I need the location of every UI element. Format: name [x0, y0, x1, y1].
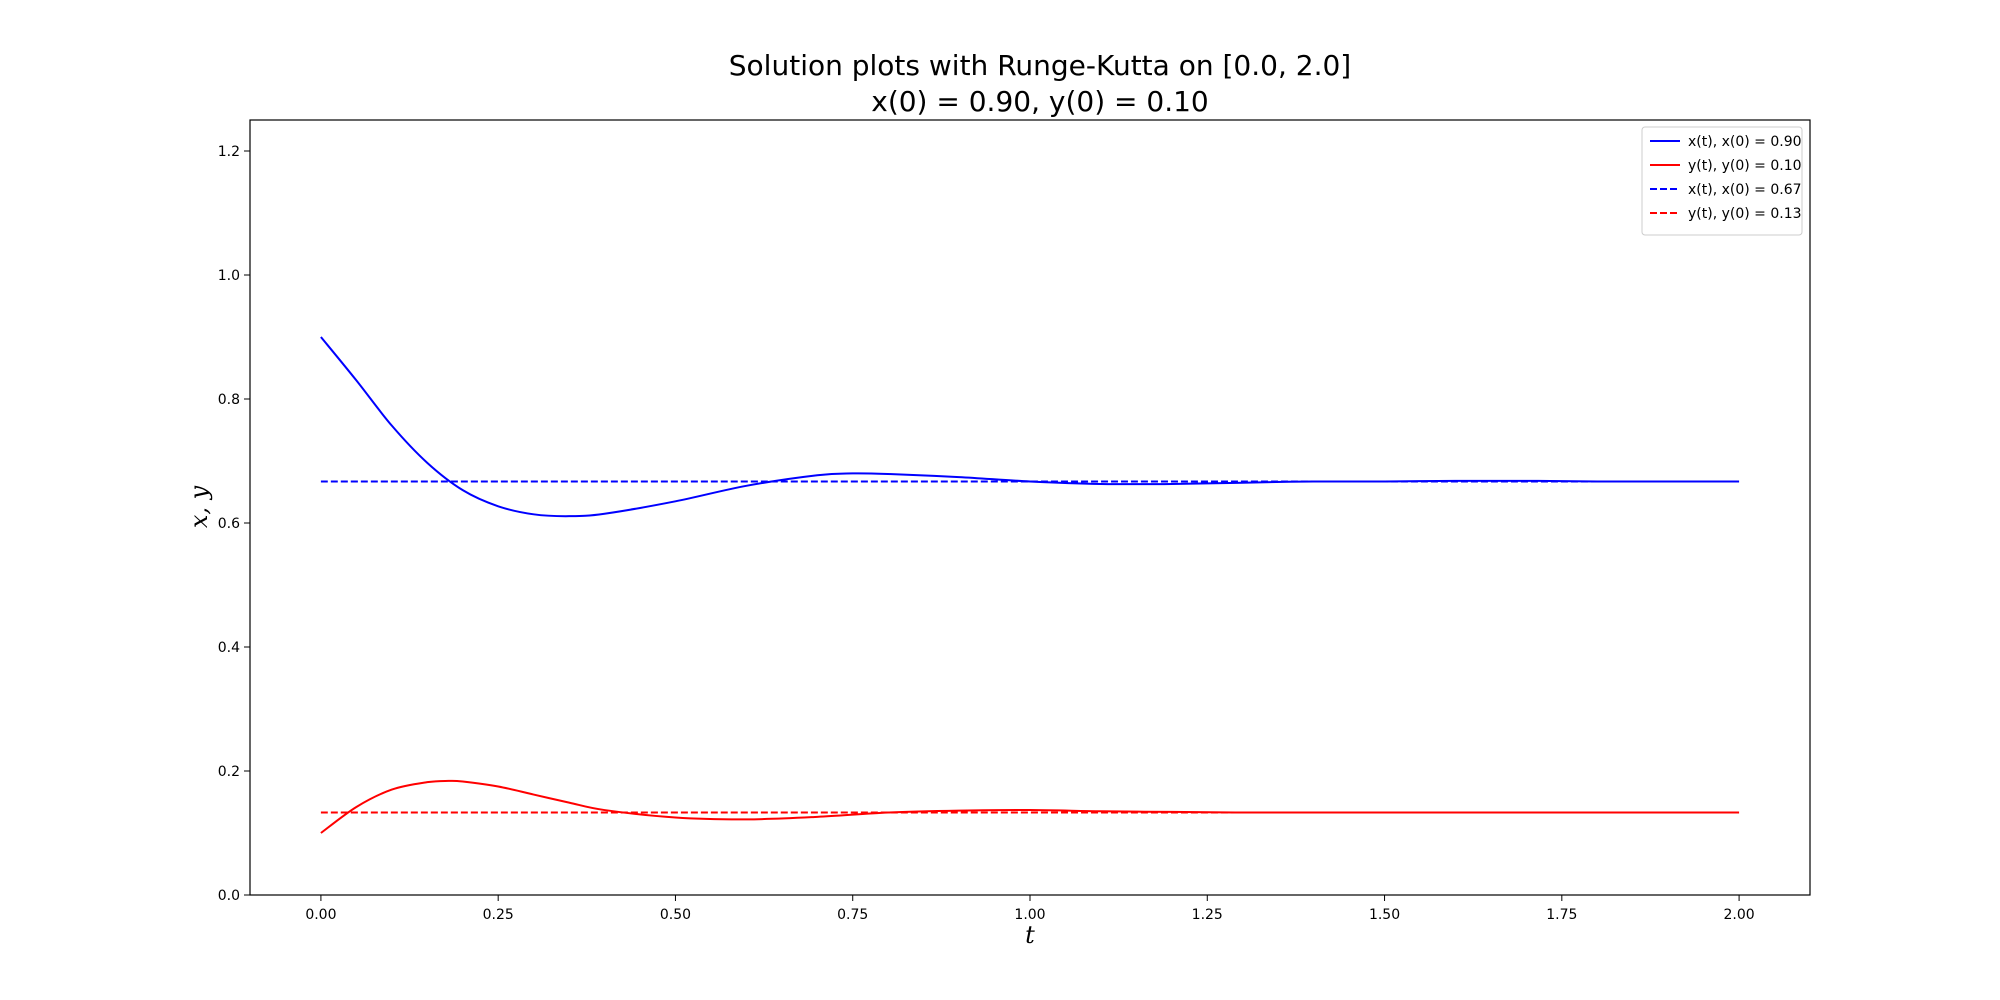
- chart-subtitle: x(0) = 0.90, y(0) = 0.10: [871, 85, 1208, 118]
- legend: x(t), x(0) = 0.90 y(t), y(0) = 0.10 x(t), …: [1641, 126, 1803, 236]
- plot-area: [250, 120, 1810, 895]
- x-axis: 0.00 0.25 0.50 0.75 1.00 1.25 1.50 1.75 2.00: [305, 895, 1755, 923]
- x-tick-label: 1.75: [1546, 907, 1577, 923]
- y-axis-label: x, y: [185, 485, 213, 528]
- legend-label: y(t), y(0) = 0.10: [1688, 158, 1802, 174]
- y-tick-label: 0.0: [218, 888, 240, 904]
- x-tick-label: 2.00: [1724, 907, 1755, 923]
- chart-title: Solution plots with Runge-Kutta on [0.0,…: [729, 49, 1351, 82]
- legend-label: x(t), x(0) = 0.67: [1688, 182, 1802, 198]
- x-tick-label: 0.75: [837, 907, 868, 923]
- y-axis: 0.0 0.2 0.4 0.6 0.8 1.0 1.2: [218, 144, 250, 904]
- x-tick-label: 1.50: [1369, 907, 1400, 923]
- legend-box: [1641, 126, 1803, 236]
- x-tick-label: 0.00: [305, 907, 336, 923]
- legend-label: y(t), y(0) = 0.13: [1688, 206, 1802, 222]
- series-layer: [320, 336, 1740, 834]
- y-tick-label: 0.2: [218, 764, 240, 780]
- y-tick-label: 0.8: [218, 392, 240, 408]
- x-tick-label: 1.00: [1014, 907, 1045, 923]
- x-axis-label: t: [1025, 921, 1035, 949]
- y-tick-label: 0.6: [218, 516, 240, 532]
- x-tick-label: 0.25: [483, 907, 514, 923]
- y-tick-label: 0.4: [218, 640, 240, 656]
- x-tick-label: 0.50: [660, 907, 691, 923]
- x-tick-label: 1.25: [1192, 907, 1223, 923]
- legend-label: x(t), x(0) = 0.90: [1688, 134, 1802, 150]
- y-tick-label: 1.2: [218, 144, 240, 160]
- y-tick-label: 1.0: [218, 268, 240, 284]
